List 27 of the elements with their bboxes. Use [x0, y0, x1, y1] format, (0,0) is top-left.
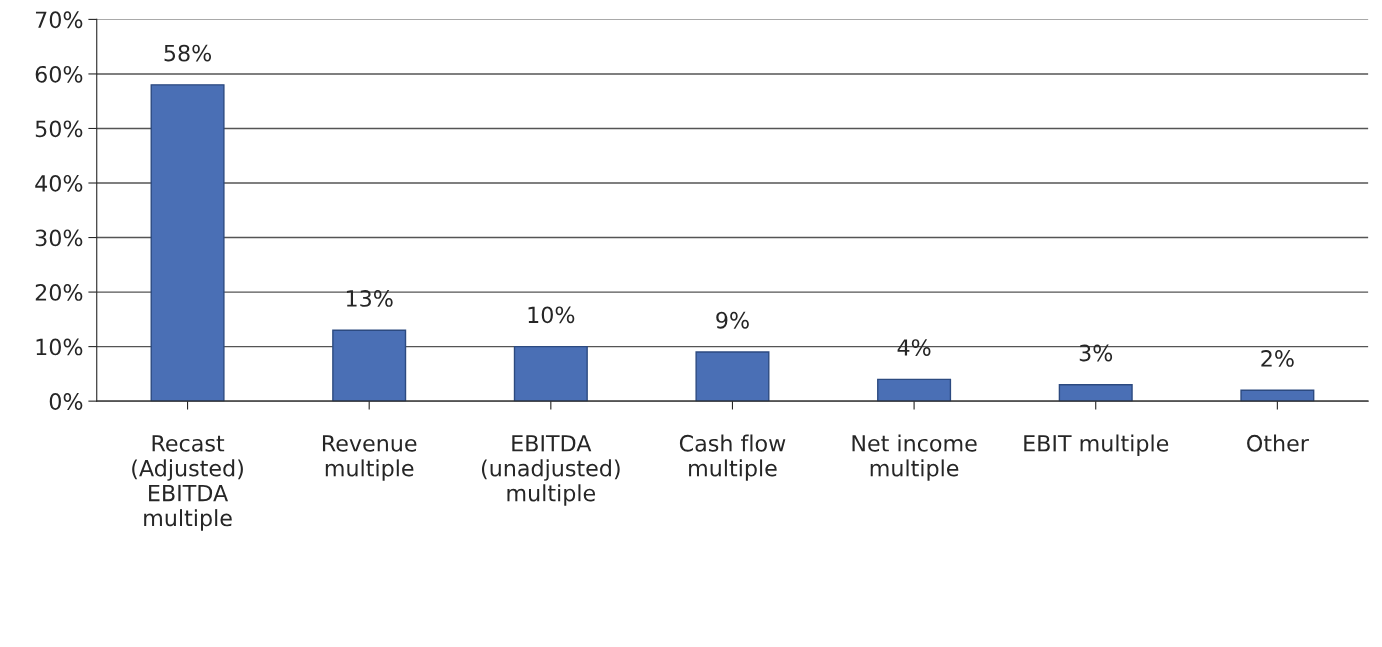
x-tick-label: Net income multiple [852, 434, 977, 481]
data-label: 3% [1079, 344, 1113, 362]
x-tick-label: EBITDA (unadjusted) multiple [481, 435, 620, 506]
bar [877, 378, 952, 402]
y-tick-label: 10% [36, 338, 83, 356]
data-label: 13% [346, 290, 393, 307]
data-label: 2% [1261, 350, 1294, 367]
y-tick-label: 60% [35, 65, 83, 83]
y-tick-label: 30% [35, 229, 83, 247]
y-tick-label: 40% [35, 174, 83, 192]
x-tick-label: EBIT multiple [1024, 434, 1169, 456]
y-tick-label: 20% [35, 284, 83, 301]
x-tick-label: Revenue multiple [322, 435, 417, 481]
x-tick-label: Other [1247, 434, 1309, 452]
y-tick-label: 0% [49, 393, 83, 410]
bar [150, 84, 225, 402]
data-label: 58% [164, 44, 212, 62]
data-label: 10% [528, 306, 575, 324]
bar [1058, 384, 1133, 402]
data-label: 9% [716, 311, 749, 329]
x-tick-label: Cash flow multiple [679, 434, 786, 481]
y-tick-label: 50% [35, 120, 83, 138]
bar [513, 345, 588, 402]
bar [332, 329, 407, 402]
x-tick-label: Recast (Adjusted) EBITDA multiple [132, 435, 243, 531]
y-tick-label: 70% [35, 11, 83, 29]
bar [695, 351, 770, 402]
